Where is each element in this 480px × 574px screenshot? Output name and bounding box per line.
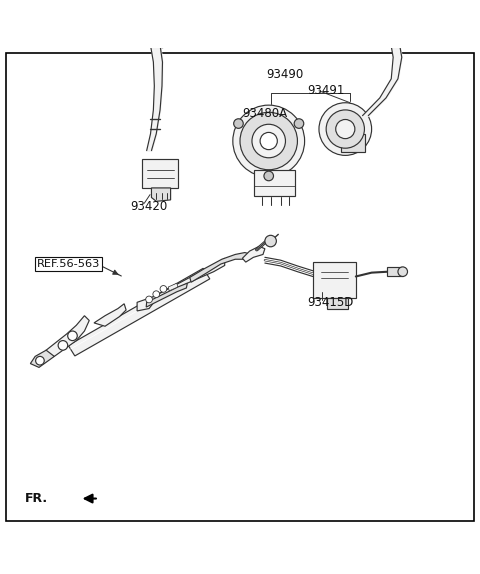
Text: 93420: 93420: [130, 200, 167, 213]
Polygon shape: [313, 262, 356, 297]
Text: 93490: 93490: [266, 68, 303, 80]
Circle shape: [153, 291, 159, 297]
Polygon shape: [340, 134, 365, 152]
Text: 93415D: 93415D: [307, 296, 353, 309]
Polygon shape: [387, 267, 403, 277]
Polygon shape: [190, 253, 252, 282]
Circle shape: [36, 356, 44, 365]
Circle shape: [294, 119, 304, 129]
Circle shape: [160, 285, 167, 292]
Circle shape: [240, 113, 298, 170]
Polygon shape: [94, 304, 126, 326]
Polygon shape: [142, 159, 178, 188]
Polygon shape: [389, 31, 402, 42]
Text: 93491: 93491: [307, 84, 344, 97]
Polygon shape: [327, 297, 348, 309]
Text: 93480A: 93480A: [242, 107, 288, 120]
Circle shape: [58, 340, 68, 350]
Polygon shape: [41, 316, 89, 358]
Polygon shape: [146, 283, 187, 307]
Circle shape: [264, 171, 274, 181]
Circle shape: [326, 110, 364, 148]
Circle shape: [146, 296, 153, 303]
Circle shape: [336, 119, 355, 139]
Circle shape: [265, 235, 276, 247]
Circle shape: [68, 331, 77, 340]
Circle shape: [319, 103, 372, 156]
Circle shape: [252, 125, 286, 158]
Polygon shape: [68, 268, 210, 356]
Polygon shape: [152, 188, 170, 201]
Polygon shape: [242, 246, 265, 262]
Polygon shape: [254, 170, 295, 196]
Circle shape: [398, 267, 408, 277]
Polygon shape: [30, 350, 54, 367]
Text: REF.56-563: REF.56-563: [36, 259, 100, 269]
Circle shape: [233, 105, 305, 177]
Circle shape: [260, 133, 277, 150]
Circle shape: [234, 119, 243, 129]
Polygon shape: [168, 283, 178, 291]
Polygon shape: [149, 36, 165, 48]
Text: FR.: FR.: [24, 492, 48, 505]
Polygon shape: [137, 258, 225, 311]
